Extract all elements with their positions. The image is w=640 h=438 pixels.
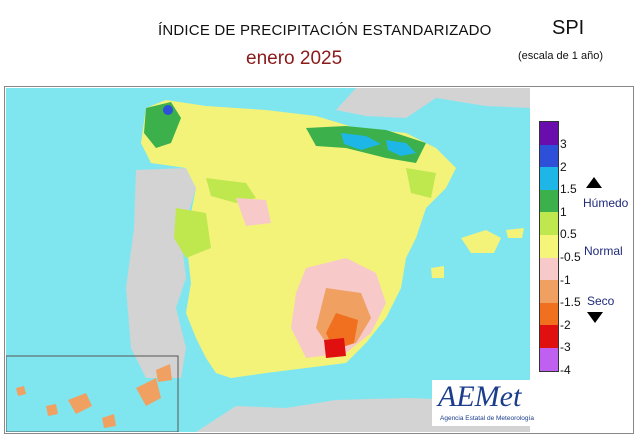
legend-swatch xyxy=(540,144,558,168)
spain-spi-map xyxy=(6,88,530,432)
dry-center xyxy=(236,198,271,226)
extreme-dry-almeria xyxy=(324,338,346,358)
legend-swatch xyxy=(540,280,558,303)
mallorca xyxy=(461,230,501,253)
logo-tagline: Agencia Estatal de Meteorología xyxy=(440,415,534,422)
wet-galicia xyxy=(144,102,181,148)
legend-label-dry: Seco xyxy=(587,294,615,308)
legend-tick-label: 0.5 xyxy=(560,227,577,242)
legend-swatch xyxy=(540,347,558,371)
scale-note: (escala de 1 año) xyxy=(518,50,603,62)
legend-tick-label: -1 xyxy=(560,272,571,287)
legend-swatch xyxy=(540,302,558,326)
aemet-logo: AEMet Agencia Estatal de Meteorología xyxy=(432,380,534,426)
legend-tick-label: 1 xyxy=(560,204,567,219)
legend-tick-label: -3 xyxy=(560,340,571,355)
legend-tick-label: -4 xyxy=(560,363,571,377)
legend-swatch xyxy=(540,257,558,281)
legend-tick-label: -1.5 xyxy=(560,295,581,310)
legend-tick-label: 2 xyxy=(560,159,567,174)
france-land xyxy=(336,88,530,118)
index-name: SPI xyxy=(552,17,585,39)
ibiza xyxy=(431,266,444,278)
legend-tick-label: -2 xyxy=(560,317,571,332)
dry-arrow-icon xyxy=(587,312,603,323)
legend-swatch xyxy=(540,189,558,213)
wet-west xyxy=(174,208,211,258)
legend-swatch xyxy=(540,122,558,145)
canary-islands xyxy=(16,364,172,428)
map-title: ÍNDICE DE PRECIPITACIÓN ESTANDARIZADO xyxy=(158,22,492,39)
legend-swatch xyxy=(540,234,558,258)
logo-wordmark: AEMet xyxy=(438,380,522,413)
extreme-wet-galicia xyxy=(163,105,173,115)
menorca xyxy=(506,228,524,238)
legend-color-bar xyxy=(539,121,559,372)
legend-swatch xyxy=(540,325,558,348)
legend-swatch xyxy=(540,212,558,235)
map-frame xyxy=(4,86,634,434)
wet-central xyxy=(206,178,256,203)
legend-tick-label: 1.5 xyxy=(560,182,577,197)
wet-catalonia xyxy=(406,168,436,198)
legend-label-humid: Húmedo xyxy=(583,196,629,210)
legend-tick-label: 3 xyxy=(560,137,567,151)
legend-swatch xyxy=(540,167,558,190)
legend-tick-label: -0.5 xyxy=(560,250,581,264)
very-wet-north xyxy=(341,133,381,150)
legend-label-normal: Normal xyxy=(584,244,623,258)
wet-arrow-icon xyxy=(586,177,602,188)
very-wet-pyrenees xyxy=(386,140,416,156)
map-date: enero 2025 xyxy=(246,48,343,69)
canary-inset-frame xyxy=(6,355,179,432)
